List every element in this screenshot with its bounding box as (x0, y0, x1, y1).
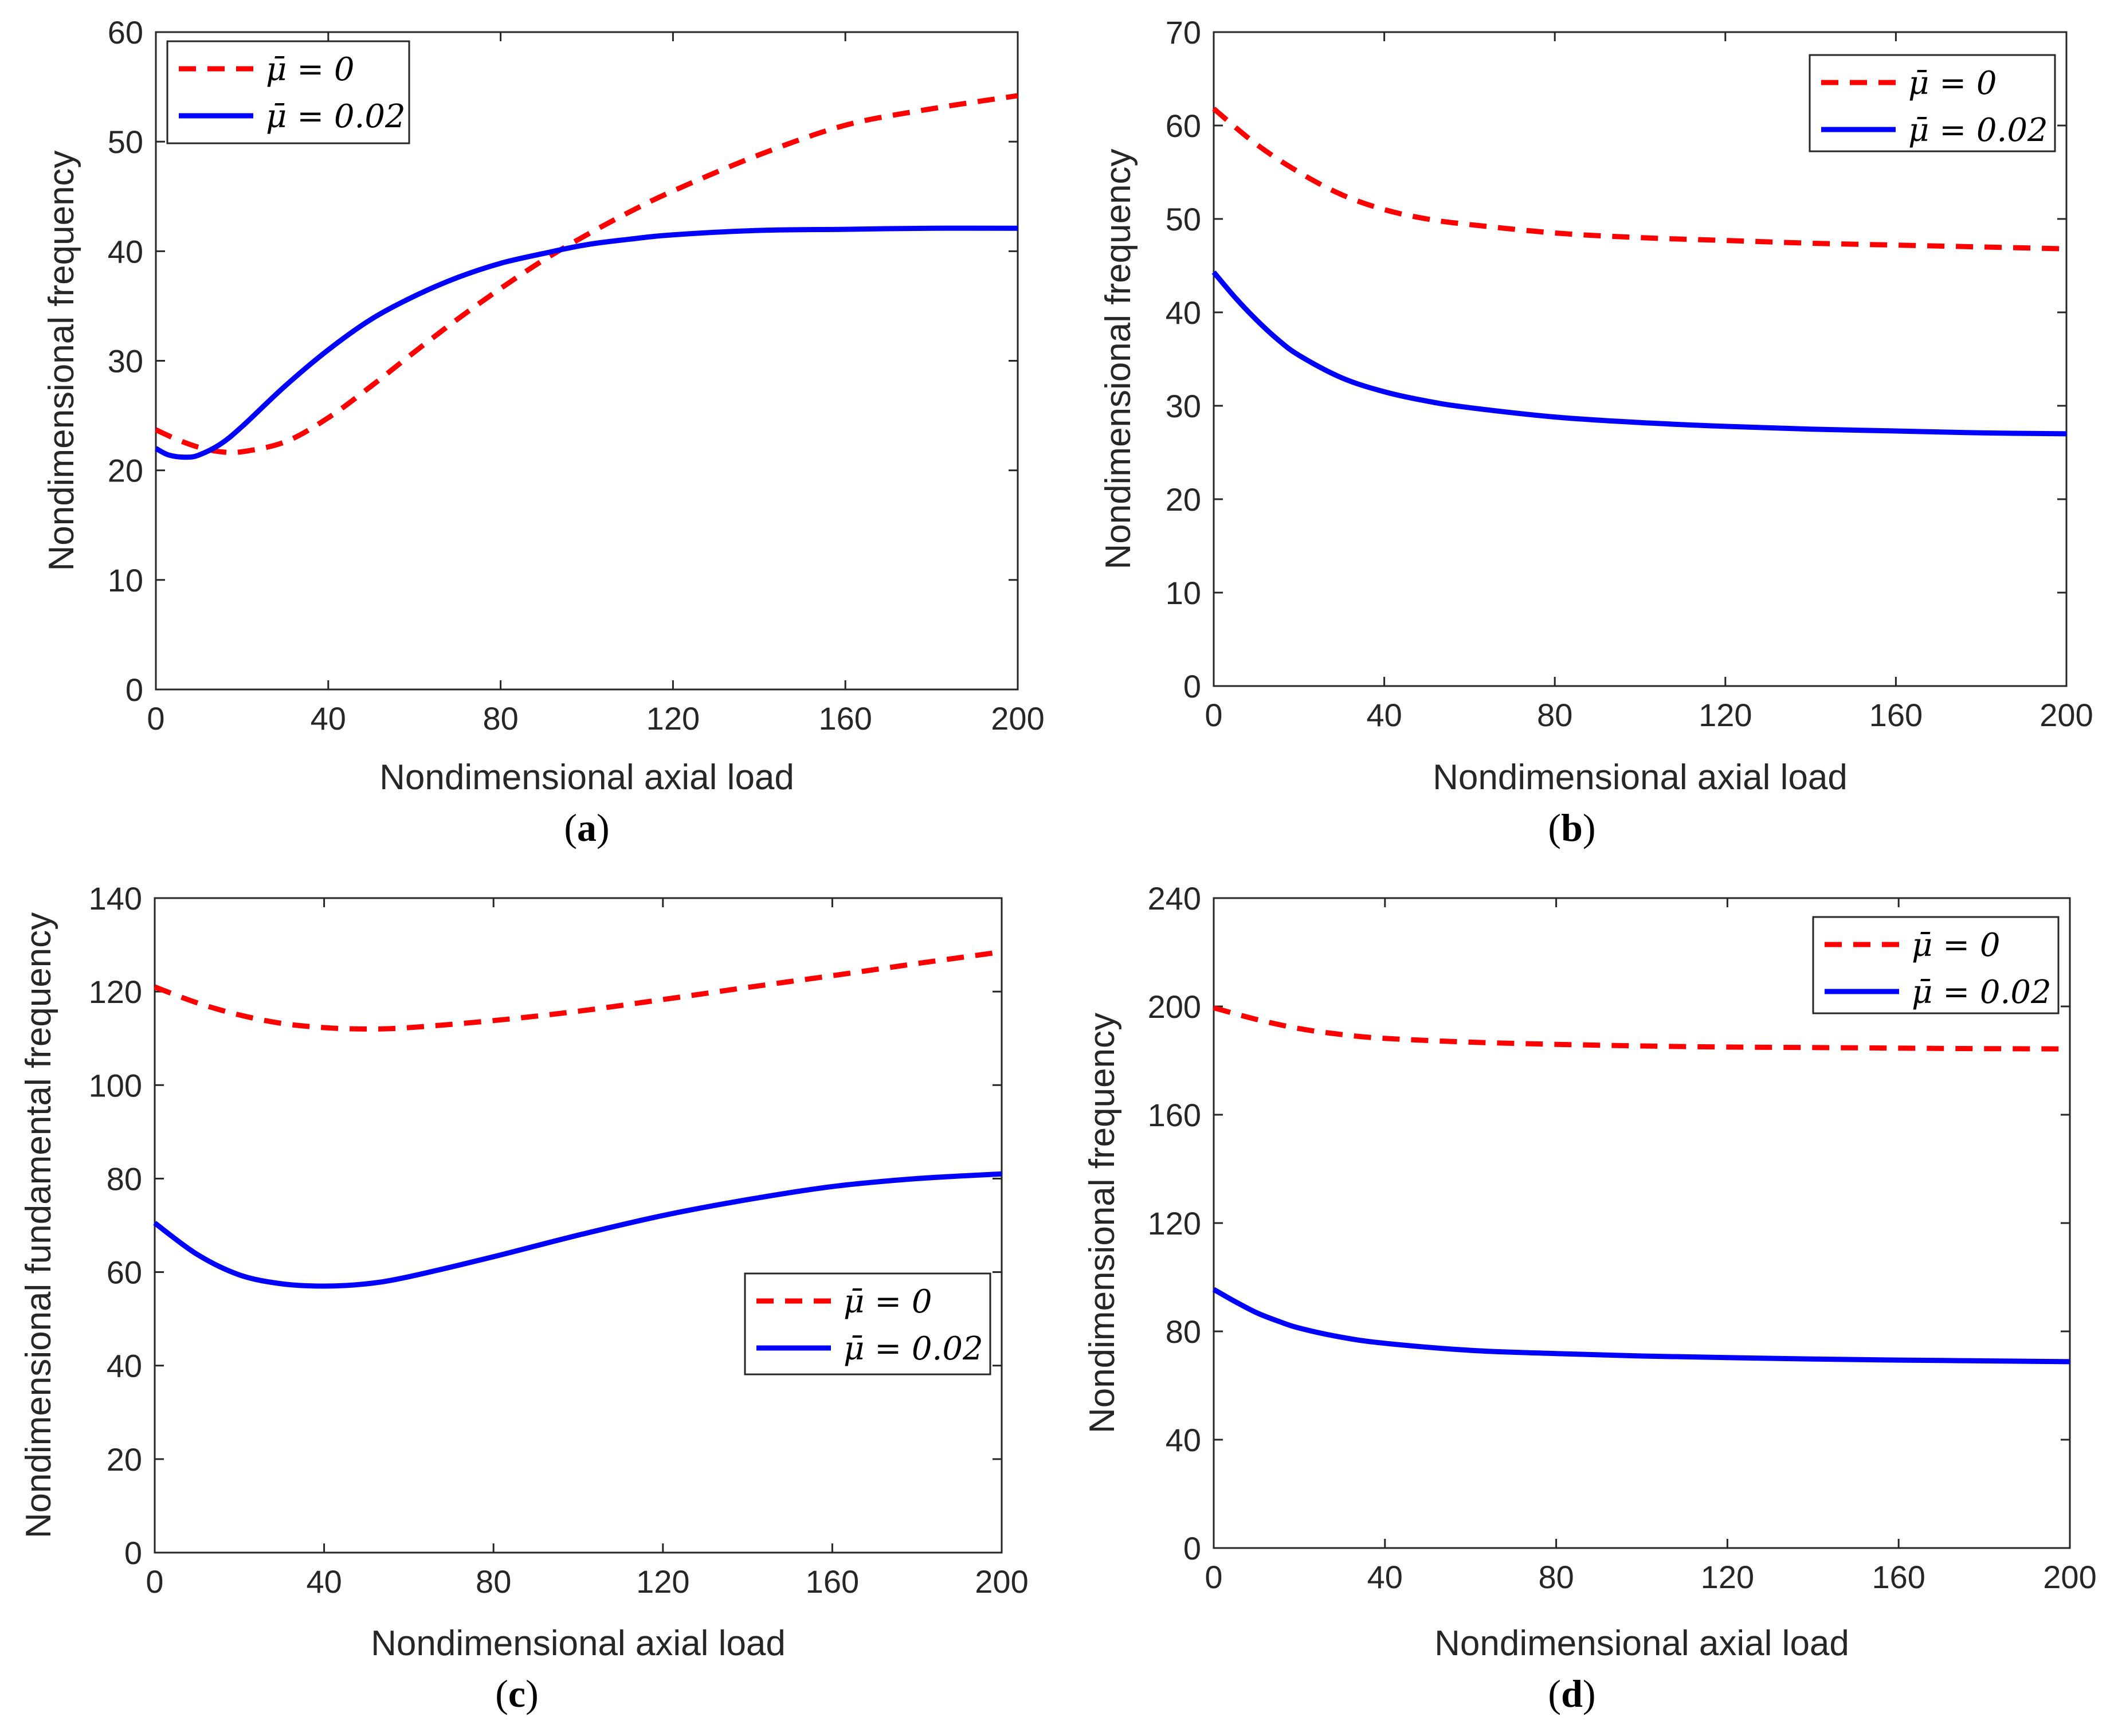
legend-entry: μ̄ = 0.02 (1908, 112, 2048, 149)
series-line-mu-0-02 (154, 225, 1018, 460)
x-tick-label: 0 (1205, 697, 1222, 733)
x-axis-label: Nondimensional axial load (1433, 758, 1848, 797)
x-tick-label: 0 (146, 1563, 163, 1600)
y-tick-label: 60 (1166, 108, 1201, 144)
x-tick-label: 80 (1538, 1559, 1574, 1595)
y-tick-label: 0 (125, 672, 143, 708)
x-tick-label: 40 (311, 700, 346, 736)
x-tick-label: 40 (1367, 1559, 1403, 1595)
legend: μ̄ = 0 μ̄ = 0.02 (1809, 54, 2056, 152)
legend: μ̄ = 0 μ̄ = 0.02 (1812, 916, 2060, 1014)
y-tick-label: 120 (1148, 1205, 1201, 1241)
y-tick-label: 40 (1166, 295, 1201, 331)
y-tick-label: 160 (1148, 1097, 1201, 1133)
x-axis-label: Nondimensional axial load (379, 758, 794, 797)
y-tick-label: 20 (1166, 481, 1201, 518)
legend-entry: μ̄ = 0.02 (266, 98, 406, 135)
y-tick-label: 80 (107, 1161, 142, 1197)
x-tick-label: 120 (1701, 1559, 1754, 1595)
series-line-mu-0 (1212, 107, 2067, 252)
legend-entry: μ̄ = 0.02 (844, 1330, 983, 1367)
y-tick-label: 40 (107, 1348, 142, 1384)
x-tick-label: 80 (1537, 697, 1572, 733)
y-tick-label: 10 (1166, 575, 1201, 611)
series-line-mu-0-02 (1212, 1287, 2070, 1365)
x-tick-label: 0 (147, 700, 164, 736)
panel-label: (c) (495, 1672, 539, 1715)
legend-entry: μ̄ = 0 (844, 1283, 932, 1320)
legend-box (166, 40, 410, 144)
y-tick-label: 200 (1148, 989, 1201, 1025)
legend: μ̄ = 0 μ̄ = 0.02 (744, 1272, 991, 1376)
legend-entry: μ̄ = 0.02 (1912, 974, 2052, 1011)
x-tick-label: 200 (2043, 1559, 2096, 1595)
legend-box (744, 1272, 991, 1376)
y-tick-label: 40 (108, 233, 143, 269)
legend-box (1809, 54, 2056, 152)
x-tick-label: 40 (306, 1563, 342, 1600)
x-tick-label: 120 (1699, 697, 1752, 733)
x-tick-label: 120 (646, 700, 700, 736)
x-tick-label: 200 (2039, 697, 2093, 733)
panel-label: (a) (564, 806, 609, 849)
panel-a: 0 40 80 120 160 200 0 10 20 30 40 50 60 μ̄ = 0 μ̄ = 0.… (42, 14, 1045, 849)
y-tick-label: 240 (1148, 880, 1201, 916)
y-tick-label: 50 (108, 124, 143, 160)
x-tick-label: 120 (636, 1563, 689, 1600)
y-tick-label: 30 (108, 343, 143, 379)
y-tick-label: 100 (89, 1067, 142, 1103)
y-axis-label: Nondimensional frequency (42, 150, 81, 571)
legend: μ̄ = 0 μ̄ = 0.02 (166, 40, 410, 144)
x-tick-label: 160 (806, 1563, 859, 1600)
y-tick-label: 20 (107, 1441, 142, 1478)
x-tick-label: 160 (1869, 697, 1923, 733)
legend-entry: μ̄ = 0 (1908, 65, 1997, 102)
y-tick-label: 70 (1166, 14, 1201, 50)
y-tick-label: 30 (1166, 388, 1201, 424)
y-tick-label: 0 (1183, 668, 1201, 704)
x-tick-label: 0 (1205, 1559, 1222, 1595)
y-tick-label: 60 (107, 1255, 142, 1291)
x-tick-label: 200 (975, 1563, 1028, 1600)
x-axis-label: Nondimensional axial load (371, 1624, 786, 1663)
plot-area (154, 897, 1003, 1554)
x-tick-label: 80 (476, 1563, 511, 1600)
x-tick-label: 80 (483, 700, 518, 736)
y-axis-label: Nondimensional frequency (1099, 148, 1138, 569)
series-line-mu-0 (1213, 1005, 2070, 1052)
legend-box (1812, 916, 2060, 1014)
x-tick-label: 40 (1366, 697, 1402, 733)
y-tick-label: 40 (1166, 1422, 1201, 1458)
y-tick-label: 140 (89, 880, 142, 916)
series-line-mu-0-02 (153, 1171, 1002, 1289)
series-line-mu-0 (154, 949, 1002, 1032)
y-tick-label: 50 (1166, 201, 1201, 237)
panel-label: (b) (1548, 806, 1595, 849)
legend-entry: μ̄ = 0 (266, 51, 355, 88)
x-tick-label: 160 (818, 700, 872, 736)
y-tick-label: 0 (124, 1535, 142, 1571)
y-axis-label: Nondimensional frequency (1082, 1013, 1122, 1433)
y-tick-label: 20 (108, 453, 143, 489)
series-line-mu-0-02 (1211, 270, 2067, 437)
panel-label: (d) (1548, 1672, 1595, 1715)
x-tick-label: 160 (1872, 1559, 1925, 1595)
y-tick-label: 60 (108, 14, 143, 50)
legend-entry: μ̄ = 0 (1912, 927, 2001, 964)
y-axis-label: Nondimensional fundamental frequency (19, 912, 58, 1539)
y-tick-label: 120 (89, 974, 142, 1010)
x-tick-label: 200 (991, 700, 1044, 736)
y-tick-label: 80 (1166, 1314, 1201, 1350)
y-tick-label: 10 (108, 562, 143, 598)
x-axis-label: Nondimensional axial load (1434, 1624, 1849, 1663)
y-tick-label: 0 (1183, 1530, 1201, 1566)
